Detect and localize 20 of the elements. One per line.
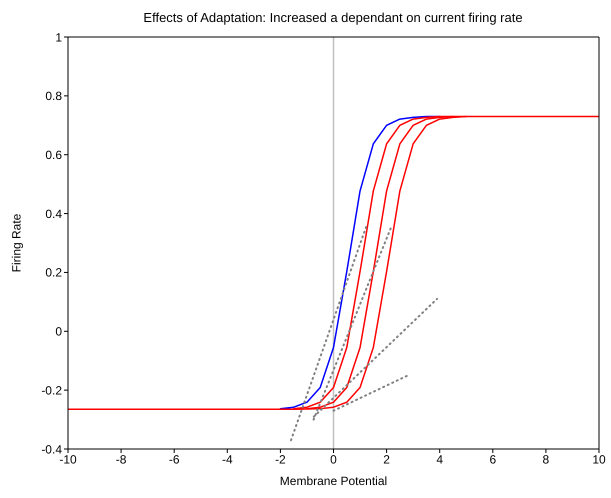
x-tick-label: -4 xyxy=(222,452,233,467)
x-tick-label: 8 xyxy=(542,452,550,467)
x-tick-label: 6 xyxy=(489,452,496,467)
x-tick-label: -2 xyxy=(275,452,286,467)
y-tick-label: 1 xyxy=(55,30,62,44)
y-tick-label: 0.2 xyxy=(45,266,62,280)
x-axis-title: Membrane Potential xyxy=(280,474,388,488)
x-tick-label: 2 xyxy=(383,452,390,467)
x-tick-label: 4 xyxy=(436,452,444,467)
y-tick-label: 0.8 xyxy=(45,89,62,104)
y-tick-label: 0 xyxy=(55,324,62,339)
y-tick-label: 0.4 xyxy=(45,206,62,221)
y-tick-label: 0.6 xyxy=(45,148,62,162)
y-axis-title: Firing Rate xyxy=(9,213,24,272)
y-tick-label: -0.2 xyxy=(41,383,62,398)
x-tick-label: -8 xyxy=(116,452,127,467)
x-tick-label: 10 xyxy=(592,452,606,467)
chart-title: Effects of Adaptation: Increased a dependant on current firing rate xyxy=(142,9,524,27)
x-tick-label: -6 xyxy=(168,452,180,467)
x-tick-label: 0 xyxy=(330,452,338,467)
